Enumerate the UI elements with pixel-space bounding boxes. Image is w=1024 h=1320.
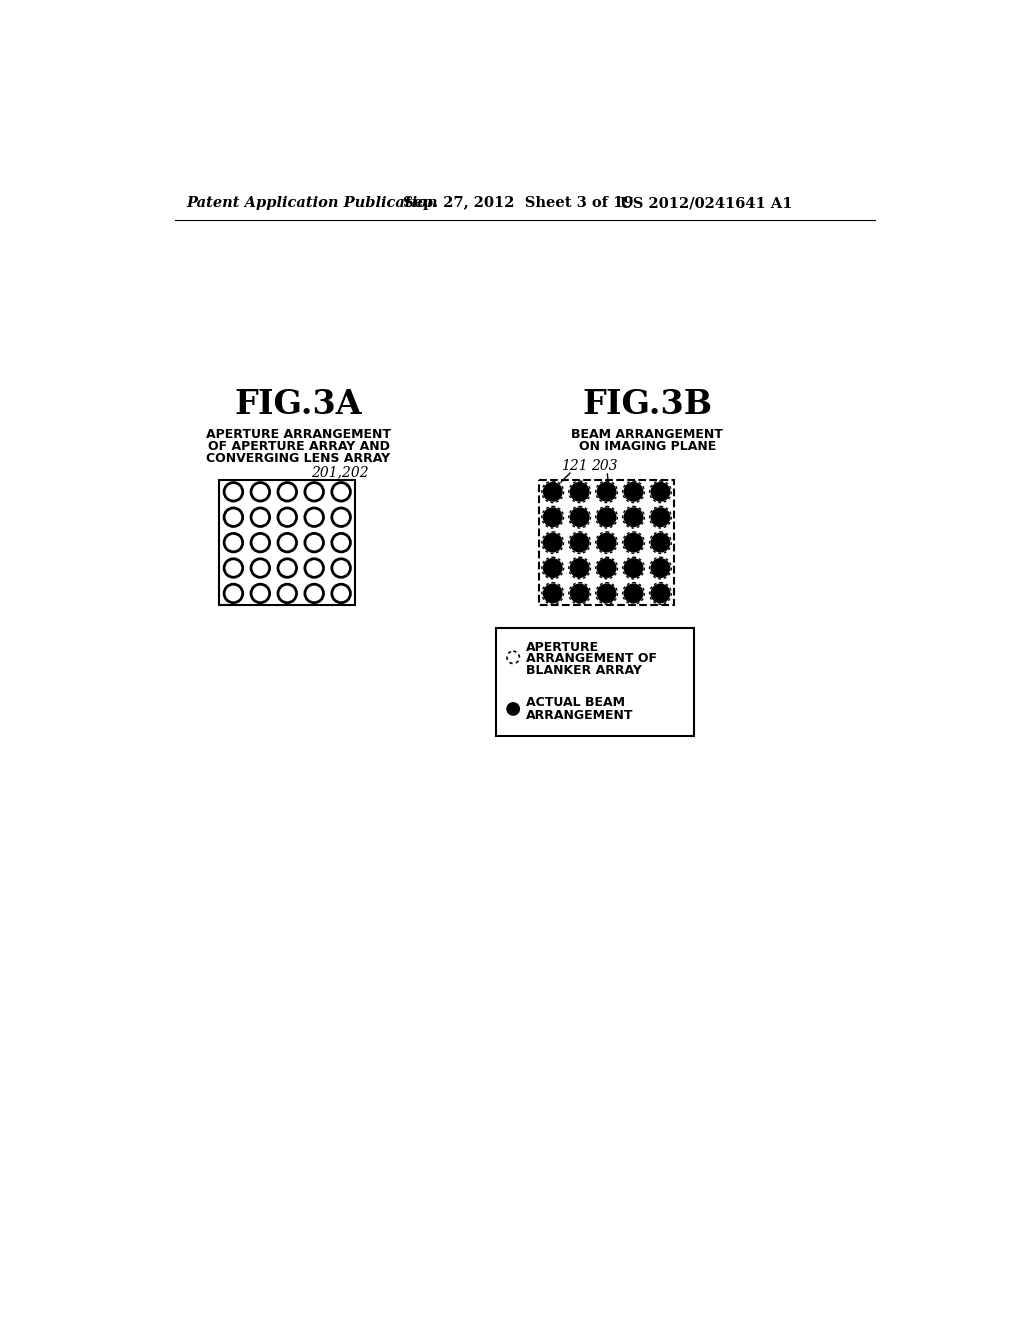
Circle shape: [651, 558, 670, 577]
Text: BLANKER ARRAY: BLANKER ARRAY: [525, 664, 641, 677]
Circle shape: [625, 533, 643, 552]
Circle shape: [570, 585, 589, 603]
Circle shape: [625, 558, 643, 577]
Text: FIG.3A: FIG.3A: [234, 388, 362, 421]
Bar: [496, 628, 693, 737]
Circle shape: [544, 483, 562, 502]
Circle shape: [544, 533, 562, 552]
Circle shape: [544, 585, 562, 603]
Text: ON IMAGING PLANE: ON IMAGING PLANE: [579, 440, 716, 453]
Text: 201,202: 201,202: [310, 466, 369, 487]
Text: APERTURE ARRANGEMENT: APERTURE ARRANGEMENT: [206, 428, 391, 441]
Circle shape: [597, 558, 615, 577]
Text: 121: 121: [561, 459, 588, 474]
Circle shape: [597, 483, 615, 502]
Circle shape: [625, 508, 643, 527]
Circle shape: [625, 585, 643, 603]
Text: FIG.3B: FIG.3B: [583, 388, 713, 421]
Text: BEAM ARRANGEMENT: BEAM ARRANGEMENT: [571, 428, 723, 441]
Text: CONVERGING LENS ARRAY: CONVERGING LENS ARRAY: [207, 453, 390, 465]
Circle shape: [570, 558, 589, 577]
Circle shape: [597, 533, 615, 552]
Circle shape: [651, 483, 670, 502]
Bar: [539, 480, 675, 605]
Text: 203: 203: [591, 459, 617, 474]
Circle shape: [570, 533, 589, 552]
Circle shape: [597, 508, 615, 527]
Circle shape: [625, 483, 643, 502]
Text: APERTURE: APERTURE: [525, 640, 599, 653]
Circle shape: [544, 508, 562, 527]
Circle shape: [570, 483, 589, 502]
Text: OF APERTURE ARRAY AND: OF APERTURE ARRAY AND: [208, 440, 389, 453]
Circle shape: [507, 702, 519, 715]
Text: ACTUAL BEAM: ACTUAL BEAM: [525, 696, 625, 709]
Circle shape: [651, 508, 670, 527]
Circle shape: [544, 558, 562, 577]
Bar: [219, 480, 355, 605]
Circle shape: [597, 585, 615, 603]
Circle shape: [651, 585, 670, 603]
Text: US 2012/0241641 A1: US 2012/0241641 A1: [621, 197, 793, 210]
Text: Patent Application Publication: Patent Application Publication: [186, 197, 437, 210]
Text: ARRANGEMENT: ARRANGEMENT: [525, 709, 633, 722]
Text: Sep. 27, 2012  Sheet 3 of 19: Sep. 27, 2012 Sheet 3 of 19: [403, 197, 634, 210]
Text: ARRANGEMENT OF: ARRANGEMENT OF: [525, 652, 656, 665]
Circle shape: [570, 508, 589, 527]
Circle shape: [651, 533, 670, 552]
